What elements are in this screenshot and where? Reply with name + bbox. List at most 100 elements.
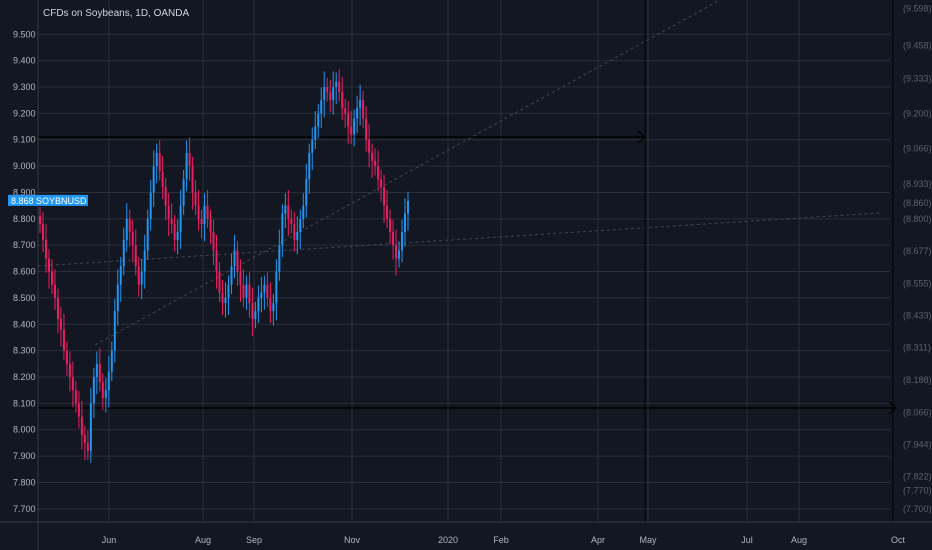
- candle-body: [329, 92, 332, 101]
- y-tick-label: 9.200: [13, 108, 36, 118]
- candle-body: [125, 218, 128, 240]
- candle-body: [173, 224, 176, 240]
- grid-layer: [38, 0, 890, 522]
- candle-body: [113, 311, 116, 351]
- y-tick-label: 8.900: [13, 187, 36, 197]
- candle-body: [251, 303, 254, 319]
- candle-body: [128, 218, 131, 232]
- candle-body: [101, 382, 104, 399]
- candle-body: [182, 179, 185, 206]
- right-scale-label: (8.311): [903, 343, 931, 353]
- candle-body: [341, 92, 344, 109]
- right-scale-label: (7.770): [903, 485, 932, 495]
- candle-body: [176, 232, 179, 240]
- candle-body: [98, 363, 101, 383]
- candle-body: [272, 303, 275, 312]
- candle-body: [386, 205, 389, 219]
- candle-body: [188, 152, 191, 167]
- candle-body: [365, 118, 368, 140]
- right-scale-label: (9.598): [903, 3, 932, 13]
- x-tick-label: Apr: [591, 535, 605, 545]
- candle-body: [353, 118, 356, 135]
- candle-body: [290, 218, 293, 225]
- y-tick-label: 9.000: [13, 161, 36, 171]
- candle-body: [305, 179, 308, 206]
- candle-body: [380, 179, 383, 188]
- candle-body: [401, 232, 404, 251]
- candle-body: [350, 126, 353, 135]
- candle-body: [308, 152, 311, 180]
- candle-body: [314, 126, 317, 140]
- right-scale-label: (9.066): [903, 144, 932, 154]
- right-scale-label: (9.458): [903, 40, 932, 50]
- candle-body: [119, 266, 122, 285]
- candle-body: [95, 363, 98, 377]
- x-tick-label: Jun: [102, 535, 117, 545]
- candle-body: [389, 218, 392, 232]
- candle-body: [92, 377, 95, 404]
- candle-body: [65, 350, 68, 364]
- candle-body: [122, 239, 125, 267]
- candle-body: [218, 271, 221, 293]
- x-tick-label: 2020: [438, 535, 458, 545]
- candle-body: [368, 139, 371, 153]
- candle-body: [158, 152, 161, 172]
- candle-body: [104, 390, 107, 399]
- candle-body: [236, 250, 239, 272]
- trend-lines: [37, 0, 897, 522]
- candle-body: [107, 371, 110, 391]
- candle-body: [338, 81, 341, 93]
- y-tick-label: 8.200: [13, 372, 36, 382]
- right-scale-label: (8.860): [903, 198, 932, 208]
- candle-body: [134, 245, 137, 267]
- candle-body: [44, 239, 47, 259]
- candle-body: [404, 213, 407, 232]
- candle-body: [209, 218, 212, 232]
- candle-body: [41, 224, 44, 240]
- candle-body: [371, 152, 374, 161]
- candle-body: [320, 100, 323, 114]
- candle-body: [56, 297, 59, 319]
- candle-body: [233, 250, 236, 267]
- candle-body: [68, 363, 71, 377]
- candle-body: [71, 377, 74, 391]
- y-tick-label: 7.800: [13, 477, 36, 487]
- candle-body: [260, 292, 263, 298]
- candle-body: [347, 113, 350, 127]
- y-tick-label: 9.100: [13, 135, 36, 145]
- y-tick-label: 8.300: [13, 346, 36, 356]
- x-tick-label: Feb: [493, 535, 509, 545]
- candle-body: [146, 218, 149, 251]
- candle-body: [167, 205, 170, 219]
- right-scale-label: (7.822): [903, 472, 932, 482]
- x-tick-label: Sep: [246, 535, 262, 545]
- candle-body: [149, 192, 152, 219]
- candle-body: [194, 192, 197, 206]
- candle-body: [302, 205, 305, 219]
- candle-body: [278, 245, 281, 272]
- svg-text:8.868 SOYBNUSD: 8.868 SOYBNUSD: [11, 196, 87, 206]
- candle-body: [164, 187, 167, 206]
- candle-body: [215, 250, 218, 272]
- candle-body: [137, 266, 140, 285]
- candle-body: [230, 266, 233, 285]
- candle-body: [407, 200, 409, 214]
- candle-body: [392, 232, 395, 246]
- y-tick-label: 8.500: [13, 293, 36, 303]
- candle-body: [116, 284, 119, 312]
- right-scale-label: (8.677): [903, 246, 932, 256]
- candle-body: [143, 250, 146, 272]
- right-scale-label: (8.433): [903, 311, 932, 321]
- candle-body: [50, 271, 53, 285]
- candle-body: [53, 284, 56, 298]
- y-tick-label: 8.600: [13, 267, 36, 277]
- y-tick-label: 8.400: [13, 319, 36, 329]
- candle-body: [284, 205, 287, 214]
- trendline-flat: [37, 212, 881, 267]
- x-tick-label: Aug: [791, 535, 807, 545]
- candle-body: [293, 224, 296, 240]
- right-scale-label: (8.066): [903, 407, 932, 417]
- candle-body: [281, 213, 284, 246]
- candle-body: [212, 232, 215, 251]
